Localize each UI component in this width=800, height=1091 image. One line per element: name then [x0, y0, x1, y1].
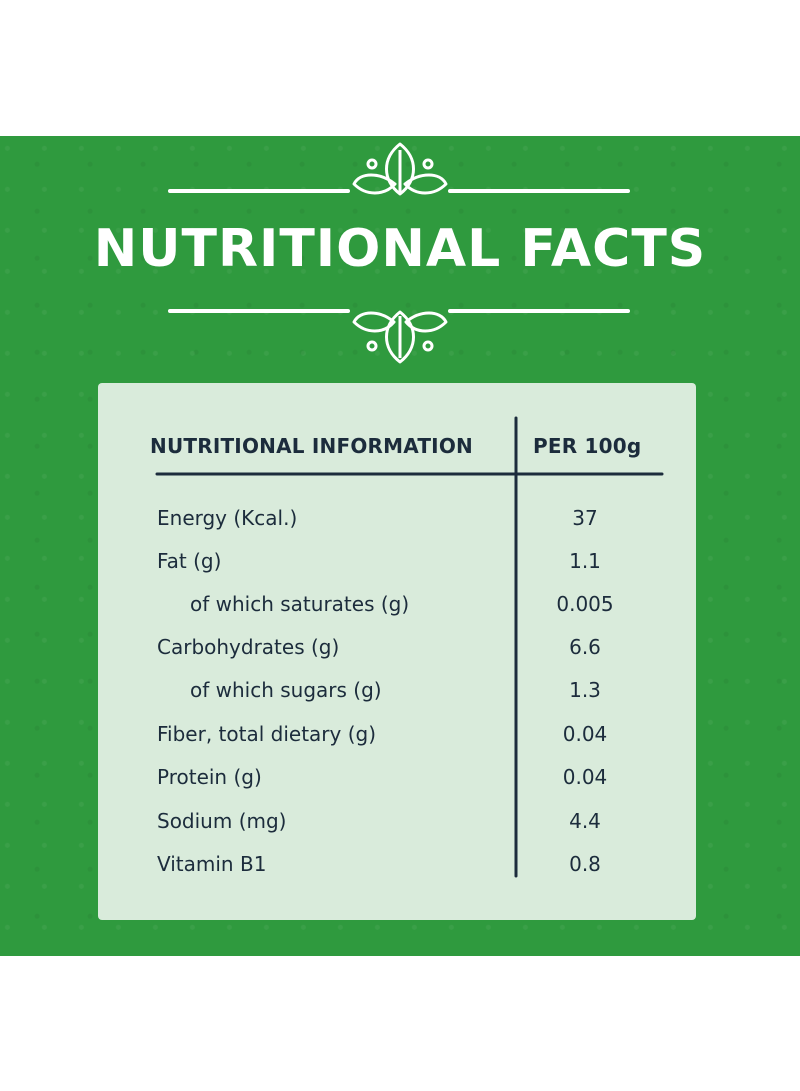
- row-label: Fiber, total dietary (g): [157, 722, 377, 746]
- table-row: of which saturates (g) 0.005: [0, 589, 800, 619]
- header-per-100g: PER 100g: [533, 434, 642, 458]
- page-title: NUTRITIONAL FACTS: [93, 219, 707, 279]
- row-label: of which saturates (g): [190, 592, 410, 616]
- row-value: 1.1: [569, 549, 601, 573]
- row-label: Sodium (mg): [157, 809, 287, 833]
- table-row: Protein (g) 0.04: [0, 762, 800, 792]
- row-label: of which sugars (g): [190, 678, 382, 702]
- row-label: Energy (Kcal.): [157, 506, 298, 530]
- table-row: Fiber, total dietary (g) 0.04: [0, 719, 800, 749]
- table-row: Energy (Kcal.) 37: [0, 503, 800, 533]
- table-row: Carbohydrates (g) 6.6: [0, 632, 800, 662]
- row-label: Carbohydrates (g): [157, 635, 340, 659]
- row-label: Fat (g): [157, 549, 222, 573]
- row-label: Vitamin B1: [157, 852, 267, 876]
- row-value: 4.4: [569, 809, 601, 833]
- row-value: 1.3: [569, 678, 601, 702]
- row-value: 37: [572, 506, 598, 530]
- row-value: 0.04: [562, 765, 608, 789]
- table-row: Sodium (mg) 4.4: [0, 806, 800, 836]
- row-label: Protein (g): [157, 765, 262, 789]
- bottom-leaves-icon: [352, 310, 448, 364]
- table-row: Fat (g) 1.1: [0, 546, 800, 576]
- table-row: Vitamin B1 0.8: [0, 849, 800, 879]
- row-value: 0.04: [562, 722, 608, 746]
- row-value: 0.8: [569, 852, 601, 876]
- header-nutritional-information: NUTRITIONAL INFORMATION: [150, 434, 473, 458]
- row-value: 6.6: [569, 635, 601, 659]
- top-leaves-icon: [352, 142, 448, 196]
- row-value: 0.005: [556, 592, 614, 616]
- table-row: of which sugars (g) 1.3: [0, 675, 800, 705]
